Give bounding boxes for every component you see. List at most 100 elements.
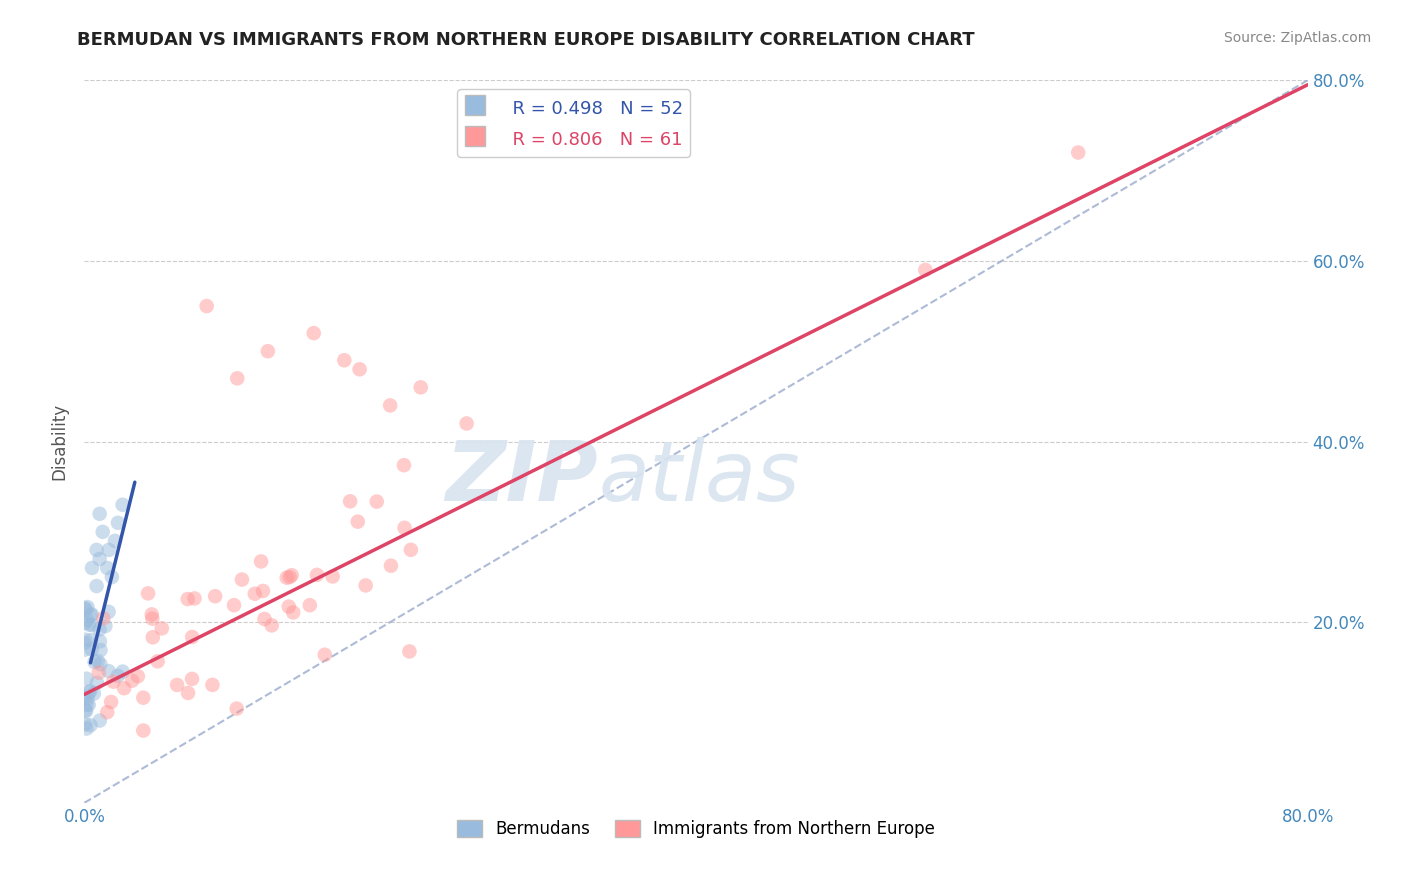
Point — [83, 686, 105, 700]
Point — [73, 636, 96, 650]
Point — [253, 612, 276, 626]
Point — [243, 587, 266, 601]
Point — [80, 561, 103, 575]
Point — [257, 344, 280, 359]
Point — [298, 599, 321, 613]
Point — [107, 516, 129, 530]
Point — [380, 558, 402, 573]
Point — [183, 591, 205, 606]
Point — [366, 494, 388, 508]
Point — [132, 690, 155, 705]
Point — [77, 685, 100, 699]
Point — [136, 586, 159, 600]
Point — [76, 613, 98, 627]
Point — [89, 657, 111, 672]
Point — [181, 672, 204, 686]
Point — [181, 630, 204, 644]
Point — [89, 552, 111, 566]
Point — [97, 605, 120, 619]
Point — [76, 672, 98, 686]
Point — [75, 703, 97, 717]
Point — [281, 606, 304, 620]
Point — [142, 630, 165, 644]
Point — [77, 617, 100, 632]
Point — [339, 494, 361, 508]
Point — [225, 701, 247, 715]
Legend: Bermudans, Immigrants from Northern Europe: Bermudans, Immigrants from Northern Euro… — [450, 814, 942, 845]
Point — [79, 684, 101, 698]
Point — [73, 601, 96, 615]
Point — [409, 380, 432, 394]
Point — [394, 521, 416, 535]
Point — [89, 507, 111, 521]
Point — [86, 676, 108, 690]
Point — [112, 681, 135, 696]
Point — [231, 573, 253, 587]
Point — [96, 705, 118, 719]
Point — [276, 571, 298, 585]
Point — [280, 568, 302, 582]
Point — [399, 542, 422, 557]
Point — [305, 567, 328, 582]
Point — [76, 600, 98, 615]
Point — [141, 607, 163, 622]
Point — [104, 533, 127, 548]
Point — [73, 690, 96, 705]
Point — [177, 592, 200, 607]
Point — [89, 623, 111, 637]
Point — [80, 642, 103, 657]
Point — [86, 542, 108, 557]
Point — [91, 524, 114, 539]
Point — [222, 598, 245, 612]
Point — [97, 664, 120, 678]
Point — [75, 717, 97, 731]
Text: BERMUDAN VS IMMIGRANTS FROM NORTHERN EUROPE DISABILITY CORRELATION CHART: BERMUDAN VS IMMIGRANTS FROM NORTHERN EUR… — [77, 31, 974, 49]
Point — [79, 718, 101, 732]
Point — [80, 632, 103, 647]
Point — [76, 691, 98, 706]
Text: ZIP: ZIP — [446, 437, 598, 518]
Point — [278, 570, 301, 584]
Point — [75, 704, 97, 718]
Point — [333, 353, 356, 368]
Point — [75, 615, 97, 630]
Point — [226, 371, 249, 385]
Point — [83, 655, 105, 669]
Point — [250, 554, 273, 568]
Point — [456, 417, 478, 431]
Point — [1067, 145, 1090, 160]
Point — [97, 542, 120, 557]
Point — [204, 589, 226, 603]
Point — [87, 654, 110, 668]
Point — [76, 722, 98, 736]
Point — [89, 714, 111, 728]
Point — [166, 678, 188, 692]
Point — [107, 669, 129, 683]
Point — [80, 618, 103, 632]
Point — [277, 599, 299, 614]
Point — [314, 648, 336, 662]
Point — [94, 619, 117, 633]
Point — [89, 643, 111, 657]
Point — [86, 579, 108, 593]
Point — [260, 618, 283, 632]
Point — [141, 612, 163, 626]
Point — [346, 515, 368, 529]
Point — [76, 698, 98, 712]
Point — [121, 673, 143, 688]
Point — [75, 602, 97, 616]
Point — [392, 458, 415, 473]
Point — [89, 634, 111, 648]
Point — [103, 674, 125, 689]
Point — [111, 665, 134, 679]
Point — [354, 578, 377, 592]
Point — [132, 723, 155, 738]
Point — [101, 570, 124, 584]
Point — [252, 584, 274, 599]
Point — [150, 621, 173, 635]
Text: atlas: atlas — [598, 437, 800, 518]
Point — [100, 695, 122, 709]
Point — [195, 299, 218, 313]
Point — [96, 561, 118, 575]
Point — [79, 607, 101, 622]
